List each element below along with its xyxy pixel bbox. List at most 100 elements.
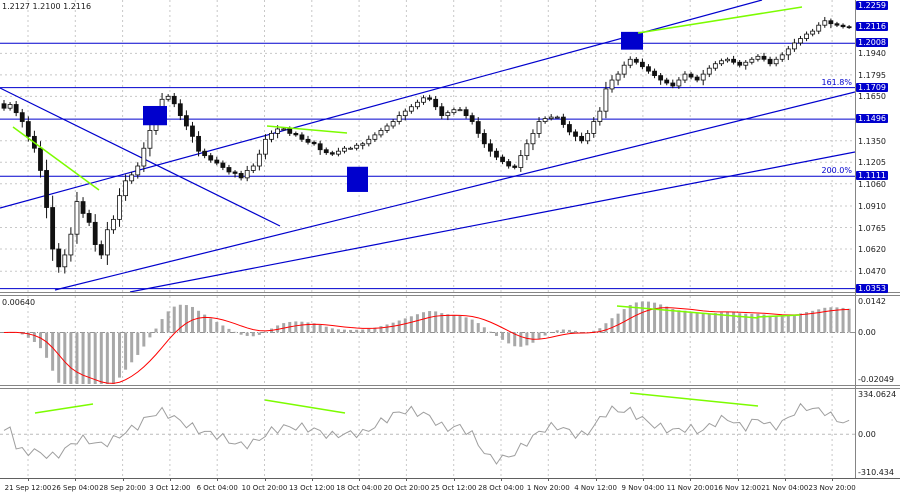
candle-body bbox=[603, 88, 609, 112]
candle-body bbox=[19, 112, 25, 122]
candle-body bbox=[323, 149, 329, 154]
candle-body bbox=[141, 147, 147, 167]
candle-body bbox=[117, 195, 122, 220]
candle-body bbox=[445, 112, 451, 117]
candle-body bbox=[378, 130, 384, 136]
time-axis-tick bbox=[453, 478, 455, 481]
trendline[interactable] bbox=[54, 91, 855, 291]
candle-body bbox=[664, 79, 670, 84]
candle-body bbox=[554, 116, 560, 119]
candle-body bbox=[524, 143, 530, 157]
time-axis-label: 28 Oct 04:00 bbox=[478, 484, 524, 492]
candle-body bbox=[609, 79, 615, 90]
time-axis-tick bbox=[642, 478, 644, 481]
candle-body bbox=[269, 133, 274, 140]
candle-body bbox=[542, 118, 548, 122]
candle-body bbox=[202, 150, 208, 157]
candle-body bbox=[646, 66, 651, 72]
candle-body bbox=[530, 133, 536, 145]
green-trendline[interactable] bbox=[637, 6, 803, 34]
candle-body bbox=[421, 97, 426, 103]
price-level-badge: 1.1709 bbox=[856, 82, 888, 92]
candle-body bbox=[506, 161, 512, 167]
time-axis-tick bbox=[122, 478, 124, 481]
candle-body bbox=[147, 130, 153, 149]
candle-body bbox=[190, 125, 195, 137]
price-axis-label: 1.1205 bbox=[858, 158, 886, 168]
candle-body bbox=[299, 134, 305, 140]
green-trendline[interactable] bbox=[629, 392, 759, 407]
fib-level-label: 161.8% bbox=[821, 77, 852, 87]
time-axis-tick bbox=[217, 478, 219, 481]
candle-body bbox=[682, 73, 688, 81]
panel-separator[interactable] bbox=[0, 292, 900, 296]
candle-body bbox=[135, 165, 141, 176]
candle-body bbox=[548, 116, 554, 119]
time-axis-label: 20 Oct 20:00 bbox=[383, 484, 430, 492]
panel-separator[interactable] bbox=[0, 385, 900, 389]
green-trendline[interactable] bbox=[264, 399, 346, 414]
candle-body bbox=[536, 121, 542, 134]
price-level-badge: 1.1111 bbox=[856, 171, 888, 181]
green-trendline[interactable] bbox=[266, 125, 348, 134]
current-price-badge: 1.2116 bbox=[856, 22, 888, 32]
time-axis-label: 9 Nov 04:00 bbox=[621, 484, 665, 492]
oscillator-axis-zero: 0.00 bbox=[858, 430, 876, 440]
candle-body bbox=[92, 221, 98, 245]
trendline[interactable] bbox=[0, 87, 281, 227]
candle-body bbox=[840, 24, 846, 28]
candle-body bbox=[396, 115, 402, 122]
candle-body bbox=[719, 60, 724, 65]
time-axis-label: 25 Oct 12:00 bbox=[430, 484, 477, 492]
candle-body bbox=[56, 248, 62, 268]
time-axis-tick bbox=[832, 478, 834, 481]
price-axis-label: 1.1650 bbox=[858, 92, 886, 102]
candle-body bbox=[311, 141, 317, 145]
candle-body bbox=[451, 109, 457, 114]
green-trendline[interactable] bbox=[756, 314, 801, 318]
highlight-zone[interactable] bbox=[143, 105, 167, 126]
candle-body bbox=[287, 128, 293, 134]
candle-body bbox=[427, 97, 433, 100]
macd-panel[interactable] bbox=[0, 296, 855, 384]
candle-body bbox=[305, 138, 311, 143]
candle-body bbox=[98, 244, 104, 256]
candle-body bbox=[80, 201, 86, 214]
candle-body bbox=[238, 173, 244, 179]
time-axis-label: 18 Oct 04:00 bbox=[336, 484, 382, 492]
candle-body bbox=[7, 104, 13, 109]
candle-body bbox=[761, 55, 767, 60]
candle-body bbox=[779, 54, 785, 60]
time-axis-label: 3 Oct 12:00 bbox=[149, 484, 191, 492]
candle-body bbox=[487, 143, 493, 152]
candle-body bbox=[567, 124, 572, 133]
time-axis-tick bbox=[406, 478, 408, 481]
green-trendline[interactable] bbox=[34, 403, 94, 414]
candle-body bbox=[743, 61, 749, 66]
candle-body bbox=[500, 156, 505, 162]
green-trendline[interactable] bbox=[616, 305, 759, 319]
green-trendline[interactable] bbox=[12, 126, 100, 191]
candle-body bbox=[725, 58, 730, 62]
oscillator-panel[interactable] bbox=[0, 389, 855, 477]
price-axis[interactable] bbox=[855, 0, 856, 478]
price-axis-label: 1.0620 bbox=[858, 245, 886, 254]
macd-signal-line bbox=[3, 307, 850, 384]
candle-body bbox=[463, 109, 469, 117]
time-axis-label: 26 Sep 04:00 bbox=[51, 484, 99, 492]
price-level-badge: 1.1496 bbox=[856, 114, 888, 124]
candle-body bbox=[342, 147, 347, 152]
candle-body bbox=[129, 174, 135, 182]
price-axis-label: 1.0470 bbox=[858, 267, 886, 277]
time-axis-tick bbox=[737, 478, 739, 481]
candle-body bbox=[627, 58, 633, 66]
candle-body bbox=[335, 150, 341, 155]
candle-body bbox=[731, 58, 736, 63]
highlight-zone[interactable] bbox=[347, 166, 368, 192]
candle-body bbox=[767, 58, 773, 65]
main-price-panel[interactable] bbox=[0, 0, 855, 292]
trendline[interactable] bbox=[129, 151, 855, 292]
candle-body bbox=[74, 201, 80, 235]
candle-body bbox=[165, 95, 171, 100]
highlight-zone[interactable] bbox=[621, 31, 643, 50]
